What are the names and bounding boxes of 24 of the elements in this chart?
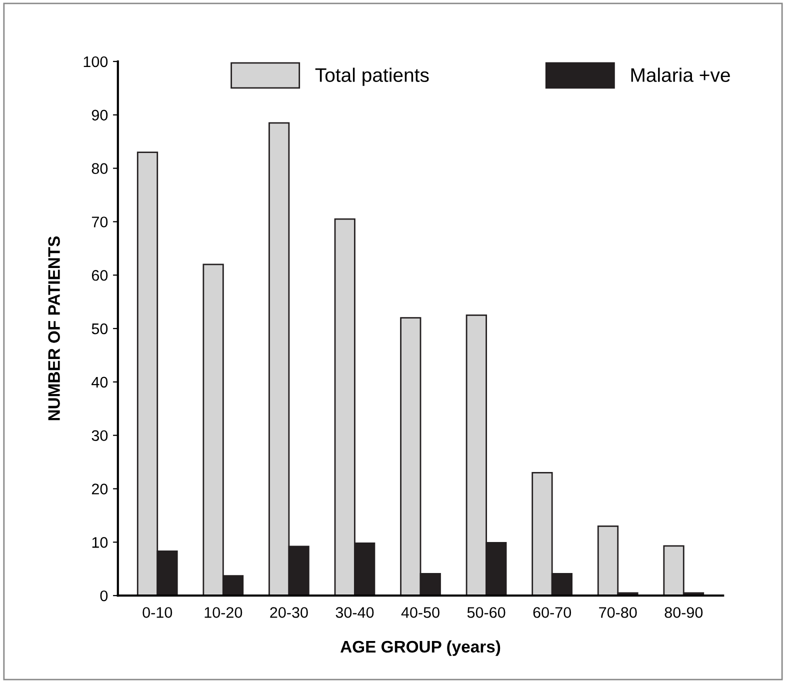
legend-label: Total patients <box>315 68 429 86</box>
y-axis-title: NUMBER OF PATIENTS <box>48 236 60 420</box>
legend-label: Malaria +ve <box>631 68 730 82</box>
x-tick-label: 80-90 <box>664 607 703 618</box>
x-tick-label: 10-20 <box>204 607 242 618</box>
x-tick-label: 30-40 <box>336 607 374 618</box>
y-tick-label: 30 <box>92 430 108 442</box>
x-tick-label: 70-80 <box>599 607 637 618</box>
y-tick-label: 50 <box>92 323 108 334</box>
x-tick-label: 60-70 <box>533 607 572 618</box>
x-tick-label: 40-50 <box>401 607 440 618</box>
y-tick-label: 40 <box>92 376 108 388</box>
y-tick-label: 70 <box>92 216 108 228</box>
y-tick-label: 20 <box>92 484 108 494</box>
y-tick-label: 10 <box>92 537 108 548</box>
x-tick-label: 0-10 <box>142 607 172 618</box>
y-tick-label: 90 <box>92 110 108 121</box>
y-tick-label: 100 <box>84 56 108 68</box>
y-tick-label: 0 <box>100 590 108 602</box>
x-axis-title: AGE GROUP (years) <box>340 640 500 656</box>
y-tick-label: 80 <box>92 163 108 174</box>
y-tick-label: 60 <box>92 270 108 281</box>
x-tick-label: 50-60 <box>467 607 506 618</box>
x-tick-label: 20-30 <box>270 607 308 618</box>
